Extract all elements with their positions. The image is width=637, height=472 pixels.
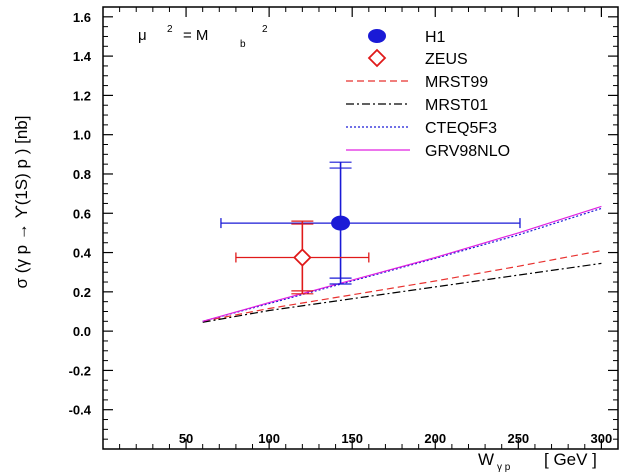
legend-item-h1: H1	[368, 29, 446, 46]
curve-cteq5f3	[202, 207, 602, 322]
y-tick-label: 0.4	[73, 246, 92, 261]
legend-item-grv98nlo: GRV98NLO	[346, 143, 510, 160]
mu-annotation: μ 2 = M b 2	[138, 24, 268, 50]
data-point-zeus	[235, 220, 370, 295]
legend-item-mrst01: MRST01	[346, 97, 488, 114]
annotation-exp2: 2	[262, 24, 268, 35]
legend-label: H1	[425, 29, 446, 46]
marker-filled-circle	[331, 215, 351, 231]
annotation-sub: b	[240, 39, 246, 50]
curve-mrst99	[202, 250, 602, 322]
data-point-h1	[220, 161, 521, 285]
annotation-exp1: 2	[167, 24, 173, 35]
y-tick-label: 0.2	[73, 285, 91, 300]
legend-item-cteq5f3: CTEQ5F3	[346, 120, 497, 137]
y-tick-label: 1.2	[73, 88, 91, 103]
y-tick-label: 1.6	[73, 10, 91, 25]
y-tick-label: 0.0	[73, 324, 91, 339]
curve-mrst01	[202, 262, 602, 323]
y-tick-label: -0.4	[69, 403, 92, 418]
y-tick-label: -0.2	[69, 363, 91, 378]
curve-grv98nlo	[202, 205, 602, 322]
legend-label: MRST01	[425, 97, 488, 114]
x-tick-label: 250	[507, 431, 529, 446]
x-tick-label: 50	[179, 431, 193, 446]
x-axis-title: W γ p [ GeV ]	[478, 450, 597, 472]
y-tick-label: 1.4	[73, 49, 92, 64]
y-tick-label: 0.6	[73, 206, 91, 221]
legend-label: MRST99	[425, 74, 488, 91]
y-tick-label: 1.0	[73, 128, 91, 143]
legend-label: ZEUS	[425, 51, 468, 68]
legend-marker-open-diamond	[367, 48, 387, 68]
y-axis-label: σ (γ p → ϒ(1S) p ) [nb]	[12, 116, 31, 289]
x-axis-subscript: γ p	[497, 462, 511, 472]
legend-item-zeus: ZEUS	[367, 48, 468, 68]
legend-label: CTEQ5F3	[425, 120, 497, 137]
legend-marker-filled-circle	[368, 29, 386, 43]
marker-open-diamond	[293, 248, 312, 267]
plot-frame	[102, 6, 619, 450]
x-tick-label: 150	[341, 431, 363, 446]
x-axis-unit: [ GeV ]	[544, 450, 597, 469]
x-tick-label: 100	[258, 431, 280, 446]
legend-label: GRV98NLO	[425, 143, 510, 160]
y-tick-label: 0.8	[73, 167, 91, 182]
annotation-mu: μ	[138, 27, 147, 44]
annotation-eq: = M	[183, 27, 208, 44]
legend-item-mrst99: MRST99	[346, 74, 488, 91]
x-tick-label: 200	[424, 431, 446, 446]
x-tick-label: 300	[591, 431, 613, 446]
x-axis-label: W	[478, 450, 494, 469]
